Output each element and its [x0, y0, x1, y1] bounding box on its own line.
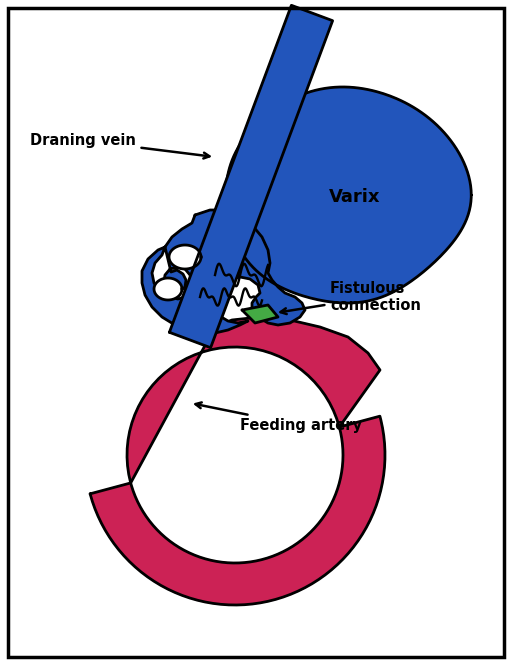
- Polygon shape: [226, 87, 471, 303]
- Polygon shape: [142, 210, 305, 333]
- Polygon shape: [127, 317, 380, 483]
- Polygon shape: [90, 416, 385, 605]
- Polygon shape: [169, 5, 333, 348]
- Polygon shape: [154, 278, 182, 300]
- Text: Draning vein: Draning vein: [30, 133, 209, 158]
- Text: Fistulous
connection: Fistulous connection: [281, 281, 421, 314]
- Text: Varix: Varix: [329, 188, 381, 206]
- Polygon shape: [242, 305, 278, 323]
- Text: Feeding artery: Feeding artery: [196, 402, 362, 433]
- Polygon shape: [169, 245, 201, 269]
